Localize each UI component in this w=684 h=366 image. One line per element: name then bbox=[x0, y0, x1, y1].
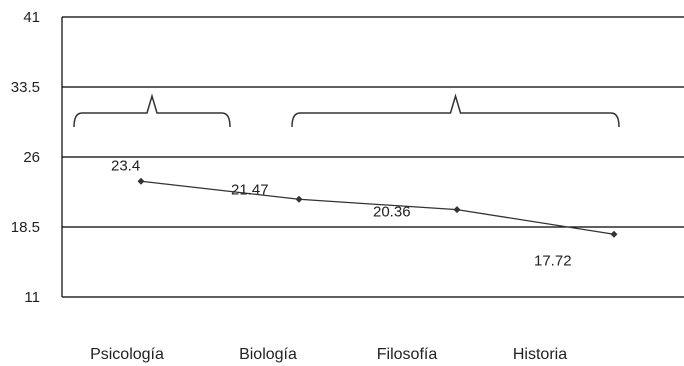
x-category-label: Historia bbox=[513, 346, 567, 363]
x-category-label: Biología bbox=[239, 346, 297, 363]
data-point bbox=[137, 177, 145, 185]
x-category-label: Filosofía bbox=[377, 346, 438, 363]
data-point bbox=[610, 230, 618, 238]
x-category-label: Psicología bbox=[90, 346, 164, 363]
y-tick-label: 18.5 bbox=[11, 219, 40, 236]
group-bracket bbox=[73, 93, 231, 128]
data-point bbox=[453, 206, 461, 214]
group-brackets bbox=[73, 93, 620, 128]
x-axis-categories: Psicología Biología Filosofía Historia bbox=[90, 346, 567, 363]
data-label: 23.4 bbox=[111, 157, 140, 174]
y-axis-ticks: 41 33.5 26 18.5 11 bbox=[11, 9, 40, 306]
data-labels: 23.4 21.47 20.36 17.72 bbox=[111, 157, 572, 269]
y-tick-label: 41 bbox=[23, 9, 40, 26]
series-line bbox=[140, 180, 615, 235]
gridlines bbox=[61, 16, 684, 298]
y-tick-label: 11 bbox=[24, 289, 40, 306]
data-points bbox=[137, 177, 618, 238]
data-label: 20.36 bbox=[373, 204, 411, 221]
group-bracket bbox=[291, 93, 620, 128]
data-point bbox=[295, 195, 303, 203]
data-label: 21.47 bbox=[231, 181, 269, 198]
data-label: 17.72 bbox=[534, 252, 572, 269]
y-tick-label: 26 bbox=[23, 149, 40, 166]
y-tick-label: 33.5 bbox=[11, 79, 40, 96]
